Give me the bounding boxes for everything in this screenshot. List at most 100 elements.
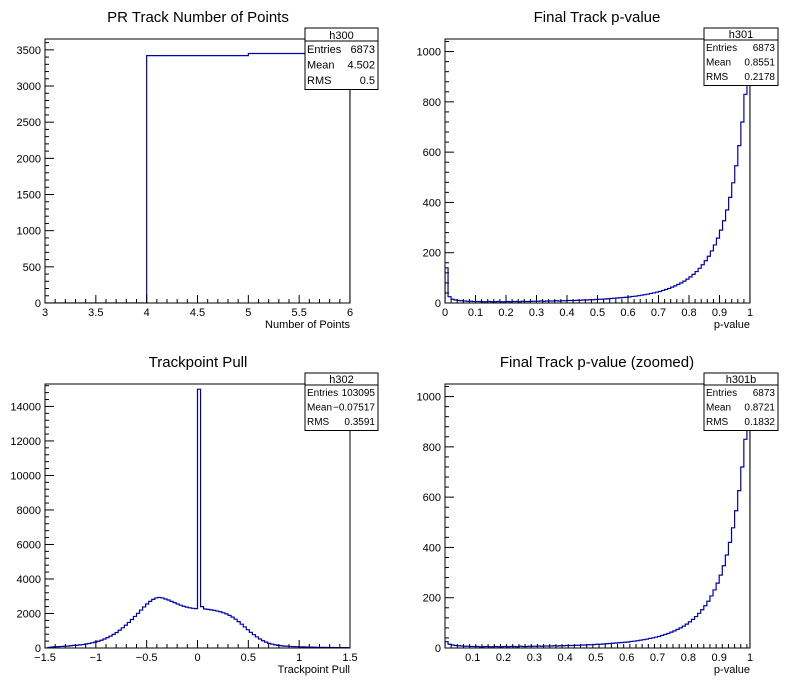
x-axis-title: Number of Points <box>265 319 350 331</box>
chart-title: Final Track p-value <box>534 9 661 26</box>
histogram-line <box>45 52 350 303</box>
y-tick-label: 2500 <box>17 117 41 129</box>
y-tick-label: 0 <box>435 298 441 310</box>
histogram-line <box>445 406 750 648</box>
y-tick-label: 14000 <box>10 401 41 413</box>
x-tick-label: 5 <box>245 307 251 319</box>
stats-label: Mean <box>307 403 332 414</box>
x-axis-title: Trackpoint Pull <box>278 664 350 676</box>
x-tick-label: 3.5 <box>88 307 103 319</box>
y-tick-label: 1000 <box>417 392 441 404</box>
y-tick-label: 0 <box>35 298 41 310</box>
x-tick-label: 6 <box>347 307 353 319</box>
x-tick-label: 0.6 <box>620 307 635 319</box>
x-tick-label: −1.5 <box>34 652 56 664</box>
x-tick-label: 1.5 <box>342 652 357 664</box>
x-tick-label: 3 <box>42 307 48 319</box>
y-tick-label: 3000 <box>17 81 41 93</box>
stats-label: Mean <box>706 58 731 69</box>
stats-value: 6873 <box>753 43 776 54</box>
y-tick-label: 600 <box>423 492 441 504</box>
histogram-panel-h301b: Final Track p-value (zoomed) 0.1 0.2 0.3 0.4… <box>417 354 779 676</box>
x-tick-label: 0 <box>194 652 200 664</box>
stats-value: 0.1832 <box>744 417 775 428</box>
y-tick-label: 2000 <box>17 153 41 165</box>
x-tick-label: 4 <box>144 307 150 319</box>
x-tick-label: 0.5 <box>588 652 603 664</box>
stats-box: h300 Entries 6873 Mean 4.502 RMS 0.5 <box>304 27 379 90</box>
stats-label: RMS <box>706 417 729 428</box>
y-tick-label: 200 <box>423 593 441 605</box>
y-tick-label: 0 <box>435 643 441 655</box>
x-tick-label: 0.4 <box>559 307 574 319</box>
y-tick-label: 200 <box>423 248 441 260</box>
x-tick-label: 0.1 <box>465 652 480 664</box>
y-tick-label: 12000 <box>10 436 41 448</box>
stats-name: h300 <box>329 30 353 42</box>
y-tick-label: 3500 <box>17 45 41 57</box>
x-tick-label: 4.5 <box>190 307 205 319</box>
x-tick-label: 0.2 <box>496 652 511 664</box>
chart-title: PR Track Number of Points <box>107 9 289 26</box>
stats-value: 4.502 <box>347 60 375 72</box>
stats-label: Entries <box>307 388 338 399</box>
x-tick-label: −0.5 <box>136 652 158 664</box>
y-tick-label: 8000 <box>17 505 41 517</box>
y-tick-label: 800 <box>423 442 441 454</box>
stats-box: h301 Entries 6873 Mean 0.8551 RMS 0.2178 <box>703 27 779 86</box>
stats-name: h301b <box>726 374 757 386</box>
x-tick-label: 1 <box>747 307 753 319</box>
stats-label: RMS <box>307 417 330 428</box>
histogram-panel-h302: Trackpoint Pull −1.5 −1 −0.5 0 0.5 1 1.5 0 2000 40… <box>10 354 379 676</box>
stats-name: h301 <box>729 29 753 41</box>
y-tick-label: 600 <box>423 147 441 159</box>
stats-label: RMS <box>307 75 331 87</box>
histogram-line <box>45 388 350 648</box>
histogram-panel-h301: Final Track p-value 0 0.1 0.2 0.3 0.4 0.5 0.6 0.… <box>417 9 779 331</box>
chart-title: Final Track p-value (zoomed) <box>500 354 694 371</box>
x-tick-label: 0.9 <box>712 307 727 319</box>
x-tick-label: 0.9 <box>712 652 727 664</box>
y-tick-label: 800 <box>423 97 441 109</box>
y-tick-label: 400 <box>423 542 441 554</box>
x-tick-label: 0.6 <box>619 652 634 664</box>
stats-label: RMS <box>706 72 729 83</box>
y-tick-label: 1000 <box>417 47 441 59</box>
x-axis-title: p-value <box>714 664 750 676</box>
x-tick-label: 0.3 <box>529 307 544 319</box>
plot-frame <box>444 383 751 649</box>
stats-value: 0.2178 <box>744 72 775 83</box>
x-tick-label: 0.8 <box>681 652 696 664</box>
x-tick-label: 0.4 <box>558 652 573 664</box>
stats-value: 6873 <box>753 388 776 399</box>
y-tick-label: 2000 <box>17 608 41 620</box>
x-tick-label: 5.5 <box>292 307 307 319</box>
stats-box: h301b Entries 6873 Mean 0.8721 RMS 0.1832 <box>703 372 779 431</box>
stats-label: Entries <box>706 43 737 54</box>
x-tick-label: 0.3 <box>527 652 542 664</box>
stats-value: 103095 <box>342 388 376 399</box>
y-tick-label: 4000 <box>17 574 41 586</box>
stats-value: 0.8551 <box>744 58 775 69</box>
stats-label: Mean <box>307 60 335 72</box>
stats-name: h302 <box>329 374 353 386</box>
x-tick-label: 0.2 <box>498 307 513 319</box>
x-tick-label: 0.5 <box>241 652 256 664</box>
x-tick-label: 1 <box>747 652 753 664</box>
x-tick-label: 0.1 <box>468 307 483 319</box>
stats-value: 6873 <box>351 44 375 56</box>
stats-value: 0.8721 <box>744 403 775 414</box>
x-tick-label: 0.7 <box>651 307 666 319</box>
y-tick-label: 400 <box>423 197 441 209</box>
y-tick-label: 500 <box>23 262 41 274</box>
histogram-panel-h300: PR Track Number of Points 3 3.5 4 4.5 5 5.5 6 0 5… <box>17 9 379 331</box>
y-tick-label: 1000 <box>17 226 41 238</box>
stats-label: Mean <box>706 403 731 414</box>
y-tick-label: 10000 <box>10 470 41 482</box>
x-tick-label: −1 <box>90 652 103 664</box>
x-axis-title: p-value <box>714 319 750 331</box>
y-tick-label: 1500 <box>17 190 41 202</box>
x-tick-label: 0 <box>442 307 448 319</box>
